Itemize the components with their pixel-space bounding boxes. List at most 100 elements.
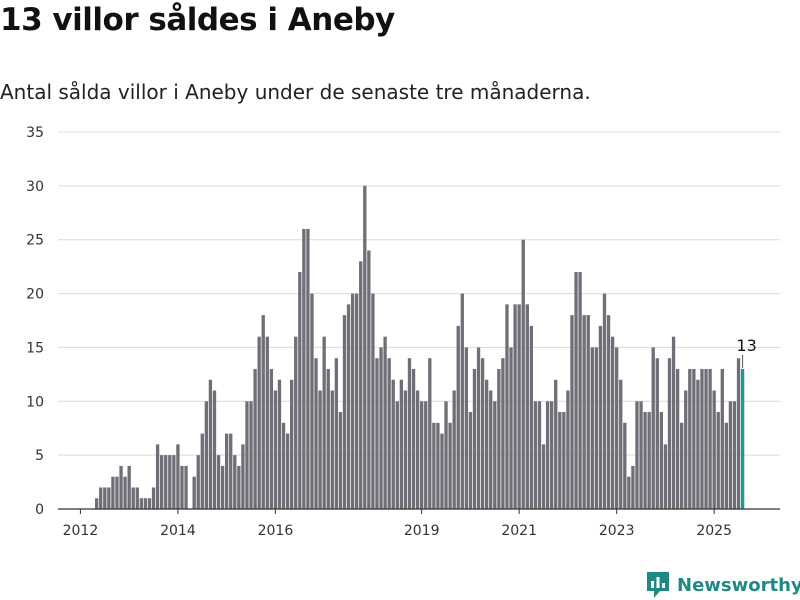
bar xyxy=(692,368,696,509)
bar xyxy=(720,368,724,509)
bar xyxy=(338,412,343,509)
bar xyxy=(574,272,578,509)
bar xyxy=(700,368,704,509)
bar xyxy=(379,347,383,509)
bar xyxy=(184,465,188,509)
x-tick-label: 2014 xyxy=(160,523,196,539)
bar xyxy=(736,358,741,509)
bar xyxy=(476,347,481,509)
page-title: 13 villor såldes i Aneby xyxy=(0,2,395,38)
bar xyxy=(298,272,302,509)
bar xyxy=(659,412,664,509)
bar xyxy=(464,347,469,509)
bar xyxy=(237,465,241,509)
bar xyxy=(111,476,115,509)
bar xyxy=(249,401,253,509)
bar xyxy=(728,401,733,509)
bar xyxy=(550,401,554,509)
y-tick-label: 0 xyxy=(35,502,44,518)
bar xyxy=(448,422,452,509)
bar xyxy=(558,412,562,509)
bar xyxy=(545,401,550,509)
bar xyxy=(363,185,367,510)
bar xyxy=(208,379,213,509)
bar xyxy=(513,304,517,509)
bar xyxy=(615,347,619,509)
bar xyxy=(273,390,278,509)
bar xyxy=(732,401,737,509)
bar xyxy=(684,390,688,509)
bar xyxy=(342,315,347,509)
bar xyxy=(160,455,164,509)
bar xyxy=(359,261,363,509)
bar xyxy=(115,476,119,509)
bar xyxy=(428,358,432,509)
x-axis-ticks: 2012 2014 2016 2019 2021 2023 2025 xyxy=(63,509,732,539)
bar xyxy=(220,465,225,509)
bar xyxy=(95,498,99,509)
bar xyxy=(204,401,209,509)
bar xyxy=(403,390,408,509)
bar xyxy=(399,379,404,509)
bar xyxy=(586,315,590,509)
bar xyxy=(241,444,245,509)
bar xyxy=(407,358,412,509)
bar xyxy=(172,455,176,509)
y-axis-ticks: 0 5 10 15 20 25 30 35 xyxy=(26,125,44,518)
bar xyxy=(420,401,424,509)
bars xyxy=(95,185,745,510)
bar xyxy=(261,315,265,509)
page-subtitle: Antal sålda villor i Aneby under de sena… xyxy=(0,80,591,104)
bar xyxy=(623,422,627,509)
bar xyxy=(582,315,586,509)
bar xyxy=(294,336,298,509)
bar xyxy=(192,476,196,509)
bar xyxy=(168,455,172,509)
bar xyxy=(566,390,570,509)
bar xyxy=(570,315,574,509)
bar xyxy=(505,304,509,509)
bar xyxy=(554,379,558,509)
y-tick-label: 15 xyxy=(26,340,44,356)
bar xyxy=(456,325,460,509)
bar xyxy=(424,401,428,509)
bar xyxy=(330,390,334,509)
bar xyxy=(346,304,351,509)
bar xyxy=(440,433,444,509)
bar xyxy=(334,358,339,509)
x-tick-label: 2012 xyxy=(63,523,99,539)
bar xyxy=(606,315,611,509)
bar xyxy=(135,487,139,509)
bar xyxy=(229,433,233,509)
annotation-label: 13 xyxy=(736,336,756,355)
bar xyxy=(269,368,274,509)
x-tick-label: 2023 xyxy=(599,523,635,539)
y-tick-label: 10 xyxy=(26,394,44,410)
bar xyxy=(594,347,599,509)
bar xyxy=(107,487,111,509)
bar xyxy=(151,487,156,509)
bar xyxy=(562,412,566,509)
bar xyxy=(460,293,464,509)
bar xyxy=(322,336,326,509)
bar xyxy=(196,455,200,509)
bar xyxy=(688,368,692,509)
annotations: 13 xyxy=(736,336,757,368)
bar xyxy=(631,465,635,509)
bar xyxy=(663,444,668,509)
brand-logo[interactable]: Newsworthy xyxy=(645,570,800,600)
bar xyxy=(387,358,391,509)
bar xyxy=(485,379,489,509)
bar xyxy=(602,293,607,509)
x-tick-label: 2016 xyxy=(258,523,294,539)
newsworthy-logo-icon xyxy=(647,572,669,598)
bar xyxy=(253,368,257,509)
bar xyxy=(143,498,148,509)
bar xyxy=(306,228,310,509)
bar xyxy=(525,304,529,509)
bar xyxy=(509,347,513,509)
bar xyxy=(651,347,655,509)
bar xyxy=(326,368,330,509)
bar xyxy=(497,368,501,509)
bar xyxy=(318,390,322,509)
